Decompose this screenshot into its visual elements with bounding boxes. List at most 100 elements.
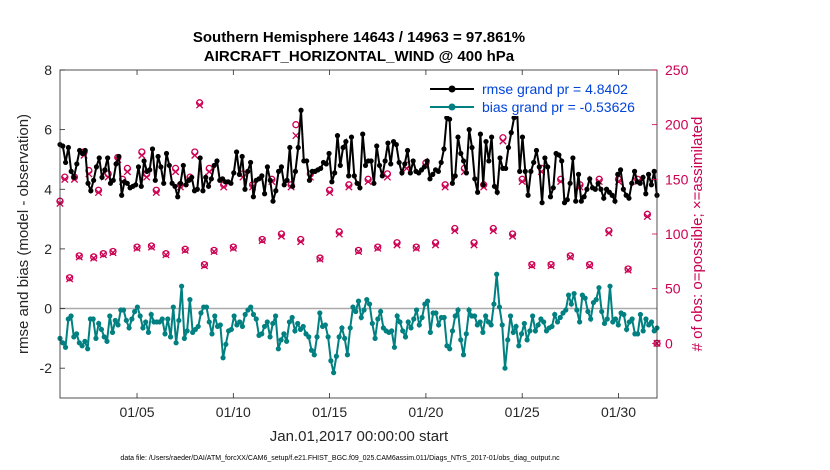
- rmse-point: [189, 174, 195, 180]
- rmse-point: [458, 150, 464, 157]
- bias-point: [137, 313, 143, 319]
- obs-possible-marker: [585, 260, 594, 269]
- obs-assimilated-marker: [65, 275, 74, 283]
- bias-point: [455, 307, 461, 313]
- bias-point: [571, 291, 577, 297]
- bias-point: [350, 304, 356, 310]
- obs-assimilated-stroke: [171, 168, 180, 176]
- bias-point: [466, 307, 472, 313]
- rmse-point: [329, 179, 335, 185]
- bias-point: [140, 325, 146, 331]
- obs-assimilated-stroke: [200, 262, 209, 270]
- rmse-point: [172, 183, 178, 189]
- bias-point: [267, 334, 273, 340]
- bias-point: [126, 325, 132, 331]
- rmse-point: [102, 167, 108, 173]
- obs-possible-marker: [316, 254, 324, 262]
- bias-point: [209, 331, 215, 337]
- bias-point: [452, 313, 458, 319]
- bias-point: [524, 337, 530, 343]
- obs-assimilated-stroke: [374, 244, 382, 252]
- rmse-point: [141, 158, 147, 164]
- bias-point: [286, 319, 293, 325]
- bias-point: [272, 313, 279, 319]
- bias-point: [460, 352, 467, 358]
- obs-possible-marker: [109, 247, 117, 256]
- obs-assimilated-stroke: [239, 173, 247, 181]
- obs-assimilated-stroke: [441, 183, 449, 191]
- rmse-point: [393, 141, 399, 148]
- y-right-tick-label: 100: [665, 226, 689, 242]
- rmse-point: [609, 192, 615, 198]
- obs-assimilated-marker: [374, 244, 382, 252]
- rmse-point: [441, 146, 447, 152]
- x-tick-label: 01/30: [601, 404, 636, 420]
- y-right-tick-label: 150: [665, 171, 689, 187]
- obs-assimilated-marker: [133, 244, 141, 252]
- rmse-point: [236, 171, 242, 177]
- obs-assimilated-stroke: [451, 227, 459, 235]
- obs-assimilated-stroke: [205, 168, 213, 176]
- bias-point: [325, 334, 331, 340]
- bias-point: [120, 307, 127, 313]
- bias-point: [206, 319, 212, 325]
- bias-point: [162, 331, 168, 337]
- rmse-point: [438, 159, 444, 166]
- rmse-point: [110, 177, 116, 183]
- obs-possible-marker: [65, 274, 74, 282]
- rmse-point: [640, 174, 646, 180]
- bias-point: [483, 313, 489, 319]
- bias-point: [378, 308, 384, 315]
- bias-point: [408, 325, 414, 331]
- bias-point: [300, 323, 306, 330]
- rmse-point: [194, 186, 200, 192]
- bias-point: [516, 343, 522, 349]
- bias-point: [342, 335, 348, 341]
- bias-point: [179, 283, 185, 289]
- rmse-point: [267, 177, 273, 183]
- rmse-point: [382, 158, 388, 164]
- bias-point: [250, 311, 257, 318]
- obs-possible-marker: [210, 246, 218, 255]
- rmse-point: [522, 168, 528, 174]
- rmse-point: [175, 194, 181, 200]
- obs-assimilated-marker: [195, 101, 204, 109]
- rmse-point: [82, 147, 88, 154]
- obs-assimilated-marker: [528, 262, 536, 270]
- legend-box: [424, 76, 654, 116]
- x-tick-label: 01/05: [120, 404, 155, 420]
- obs-assimilated-stroke: [75, 253, 83, 261]
- bias-point: [134, 304, 140, 310]
- bias-point: [223, 341, 229, 347]
- obs-assimilated-stroke: [109, 248, 117, 257]
- obs-assimilated-stroke: [195, 101, 204, 109]
- obs-assimilated-marker: [335, 230, 343, 238]
- rmse-point: [264, 164, 271, 170]
- rmse-point: [116, 153, 122, 160]
- rmse-point: [601, 195, 607, 201]
- rmse-point: [643, 191, 649, 197]
- y-tick-label: -2: [40, 360, 53, 376]
- bias-point: [513, 323, 519, 330]
- rmse-point: [497, 155, 503, 161]
- obs-assimilated-marker: [316, 255, 324, 263]
- bias-point: [278, 337, 284, 343]
- bias-point: [248, 304, 254, 310]
- rmse-point: [556, 152, 562, 158]
- bias-point: [447, 346, 453, 352]
- obs-assimilated-stroke: [335, 230, 343, 238]
- obs-assimilated-marker: [191, 151, 199, 159]
- bias-point: [427, 329, 433, 335]
- obs-assimilated-stroke: [393, 241, 401, 249]
- obs-assimilated-marker: [90, 254, 98, 262]
- bias-point: [394, 313, 400, 319]
- rmse-point: [326, 150, 332, 157]
- obs-assimilated-stroke: [528, 262, 536, 270]
- obs-assimilated-marker: [297, 237, 305, 246]
- bias-point: [502, 365, 508, 371]
- plot-area: [60, 70, 657, 398]
- bias-point: [104, 338, 110, 344]
- bias-point: [237, 319, 243, 325]
- rmse-point: [449, 180, 455, 186]
- rmse-point: [357, 185, 363, 191]
